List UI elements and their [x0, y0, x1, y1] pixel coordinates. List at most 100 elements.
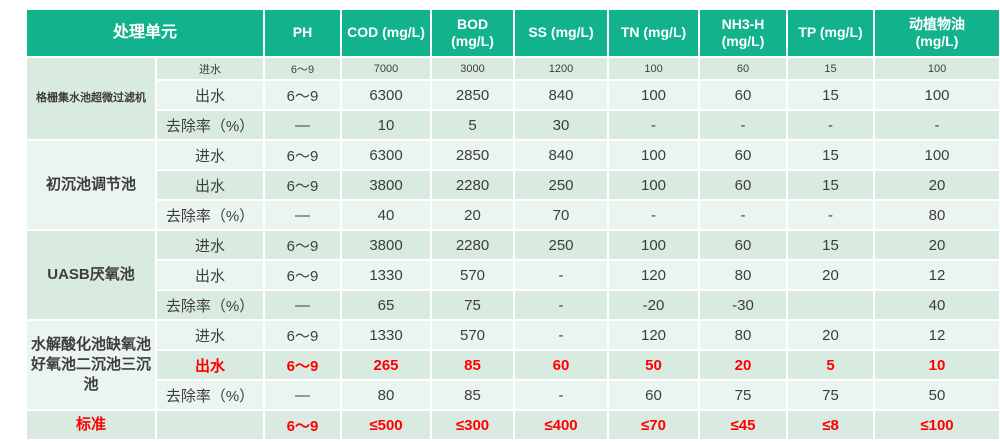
- unit-cell: UASB厌氧池: [25, 229, 157, 321]
- cell-tn: ≤70: [607, 409, 701, 441]
- cell-oil: 12: [873, 259, 1000, 291]
- cell-ph: 6～9: [263, 79, 343, 111]
- cell-bod: 85: [430, 379, 516, 411]
- cell-bod: 75: [430, 289, 516, 321]
- cell-cod: 40: [340, 199, 433, 231]
- cell-nh3: 60: [698, 139, 789, 171]
- flow-label: 去除率（%）: [154, 289, 266, 321]
- cell-oil: 20: [873, 169, 1000, 201]
- cell-nh3: 20: [698, 349, 789, 381]
- cell-ss: 70: [513, 199, 610, 231]
- cell-ss: 30: [513, 109, 610, 141]
- cell-bod: 2280: [430, 169, 516, 201]
- process-parameters-table: 处理单元 PH COD (mg/L) BOD (mg/L) SS (mg/L) …: [24, 8, 1000, 441]
- cell-ss: -: [513, 259, 610, 291]
- flow-label: 去除率（%）: [154, 379, 266, 411]
- flow-label: 出水: [154, 79, 266, 111]
- flow-label: 进水: [154, 229, 266, 261]
- table-row: 去除率（%） — 65 75 - -20 -30 40: [26, 289, 1000, 321]
- flow-label: 出水: [154, 259, 266, 291]
- cell-tn: 50: [607, 349, 701, 381]
- cell-ph: 6～9: [263, 409, 343, 441]
- table-row: 去除率（%） — 80 85 - 60 75 75 50: [26, 379, 1000, 411]
- cell-oil: 100: [873, 56, 1000, 81]
- cell-cod: 6300: [340, 79, 433, 111]
- standard-sub-cell: [154, 409, 266, 441]
- cell-ph: 6～9: [263, 169, 343, 201]
- unit-cell: 初沉池调节池: [25, 139, 157, 231]
- cell-nh3: -30: [698, 289, 789, 321]
- table-row: 去除率（%） — 10 5 30 - - - -: [26, 109, 1000, 141]
- header-ss: SS (mg/L): [513, 8, 610, 58]
- cell-bod: 570: [430, 319, 516, 351]
- cell-ss: 1200: [513, 56, 610, 81]
- cell-tn: 100: [607, 56, 701, 81]
- cell-tn: 100: [607, 169, 701, 201]
- flow-label: 去除率（%）: [154, 109, 266, 141]
- cell-tp: 20: [786, 259, 876, 291]
- standard-label: 标准: [25, 409, 157, 441]
- cell-nh3: 80: [698, 319, 789, 351]
- cell-tp: 15: [786, 79, 876, 111]
- cell-cod: ≤500: [340, 409, 433, 441]
- cell-ss: 840: [513, 139, 610, 171]
- cell-nh3: -: [698, 109, 789, 141]
- header-tp: TP (mg/L): [786, 8, 876, 58]
- cell-ph: 6～9: [263, 349, 343, 381]
- cell-bod: 570: [430, 259, 516, 291]
- cell-ph: —: [263, 109, 343, 141]
- cell-ph: —: [263, 289, 343, 321]
- table-row: 出水 6～9 6300 2850 840 100 60 15 100: [26, 79, 1000, 111]
- cell-tp: 15: [786, 139, 876, 171]
- cell-cod: 10: [340, 109, 433, 141]
- flow-label: 出水: [154, 349, 266, 381]
- table-row: 出水 6～9 1330 570 - 120 80 20 12: [26, 259, 1000, 291]
- cell-cod: 1330: [340, 259, 433, 291]
- cell-tp: -: [786, 109, 876, 141]
- cell-cod: 7000: [340, 56, 433, 81]
- cell-tn: -: [607, 199, 701, 231]
- flow-label: 出水: [154, 169, 266, 201]
- cell-nh3: 80: [698, 259, 789, 291]
- header-unit: 处理单元: [24, 8, 266, 58]
- table-row: 出水 6～9 3800 2280 250 100 60 15 20: [26, 169, 1000, 201]
- cell-cod: 6300: [340, 139, 433, 171]
- cell-ss: 60: [513, 349, 610, 381]
- cell-tp: 15: [786, 229, 876, 261]
- cell-bod: 85: [430, 349, 516, 381]
- header-cod: COD (mg/L): [340, 8, 433, 58]
- cell-nh3: 75: [698, 379, 789, 411]
- header-ph: PH: [263, 8, 343, 58]
- cell-ss: ≤400: [513, 409, 610, 441]
- cell-tp: ≤8: [786, 409, 876, 441]
- cell-oil: 100: [873, 79, 1000, 111]
- cell-ph: —: [263, 199, 343, 231]
- cell-oil: 20: [873, 229, 1000, 261]
- cell-tp: 75: [786, 379, 876, 411]
- cell-tn: -: [607, 109, 701, 141]
- cell-tn: 120: [607, 319, 701, 351]
- cell-tn: 100: [607, 139, 701, 171]
- cell-oil: 40: [873, 289, 1000, 321]
- cell-ss: 250: [513, 169, 610, 201]
- cell-tp: 20: [786, 319, 876, 351]
- cell-nh3: ≤45: [698, 409, 789, 441]
- header-nh3: NH3-H (mg/L): [698, 8, 789, 58]
- cell-nh3: 60: [698, 229, 789, 261]
- cell-ph: 6～9: [263, 56, 343, 81]
- cell-tn: 100: [607, 79, 701, 111]
- flow-label: 进水: [154, 56, 266, 81]
- header-bod: BOD (mg/L): [430, 8, 516, 58]
- header-oil: 动植物油 (mg/L): [873, 8, 1000, 58]
- cell-oil: 12: [873, 319, 1000, 351]
- cell-bod: 2850: [430, 139, 516, 171]
- cell-cod: 1330: [340, 319, 433, 351]
- cell-nh3: 60: [698, 56, 789, 81]
- cell-oil: 80: [873, 199, 1000, 231]
- cell-bod: 20: [430, 199, 516, 231]
- cell-oil: 10: [873, 349, 1000, 381]
- cell-ss: -: [513, 379, 610, 411]
- cell-ss: 250: [513, 229, 610, 261]
- cell-bod: ≤300: [430, 409, 516, 441]
- cell-ph: 6～9: [263, 259, 343, 291]
